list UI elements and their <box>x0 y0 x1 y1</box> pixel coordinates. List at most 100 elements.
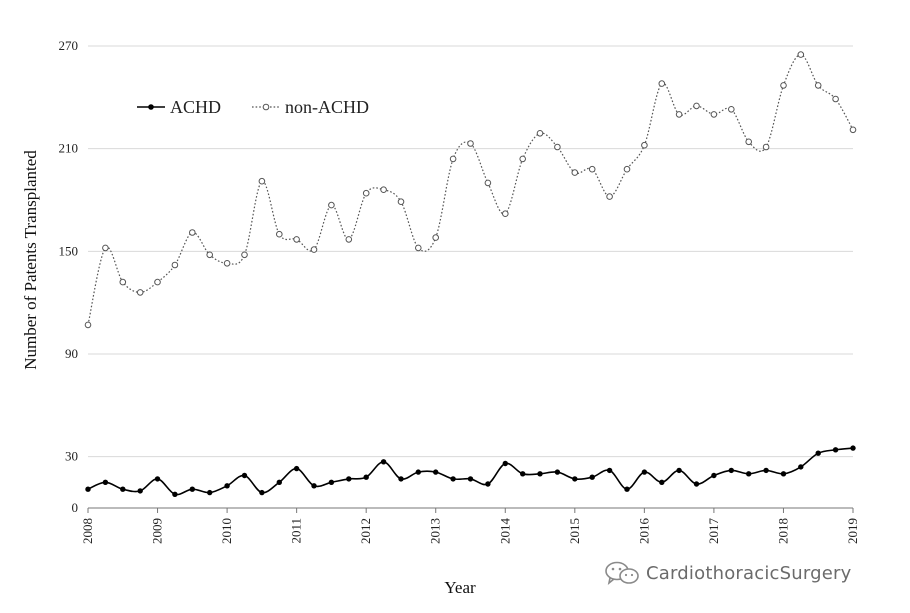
data-point-achd <box>311 483 317 489</box>
data-point-achd <box>485 481 491 487</box>
watermark-text: CardiothoracicSurgery <box>646 562 852 584</box>
data-point-achd <box>780 471 787 477</box>
data-point-non-achd <box>310 246 318 253</box>
data-point-non-achd <box>241 251 248 259</box>
data-point-achd <box>328 479 335 485</box>
data-point-non-achd <box>710 111 718 118</box>
series-group <box>84 51 857 497</box>
x-tick-label: 2009 <box>150 518 165 544</box>
y-tick-label: 90 <box>65 346 78 361</box>
x-tick-label: 2017 <box>706 518 721 545</box>
data-point-non-achd <box>154 278 161 286</box>
data-point-achd <box>798 464 804 470</box>
x-tick-label: 2014 <box>497 518 512 545</box>
legend: ACHD non-ACHD <box>137 97 369 117</box>
data-point-non-achd <box>189 229 196 236</box>
data-point-non-achd <box>658 80 666 87</box>
data-point-non-achd <box>780 82 787 89</box>
legend-non-achd-label: non-ACHD <box>285 97 369 117</box>
x-tick-label: 2019 <box>845 518 860 544</box>
data-point-achd <box>589 474 595 480</box>
wechat-icon <box>605 561 639 585</box>
data-point-achd <box>693 481 700 487</box>
data-point-non-achd <box>136 289 144 296</box>
data-point-non-achd <box>380 186 387 193</box>
data-point-non-achd <box>849 126 857 134</box>
data-point-achd <box>850 445 856 451</box>
y-tick-label: 30 <box>65 449 78 464</box>
data-point-non-achd <box>519 155 527 163</box>
data-point-non-achd <box>814 82 822 89</box>
data-point-achd <box>224 483 230 489</box>
data-point-non-achd <box>119 278 127 286</box>
data-point-non-achd <box>745 138 753 146</box>
data-point-non-achd <box>223 260 231 267</box>
data-point-achd <box>207 489 213 496</box>
data-point-non-achd <box>762 143 770 151</box>
data-point-achd <box>346 476 352 482</box>
data-point-achd <box>572 476 578 482</box>
data-point-non-achd <box>258 177 266 185</box>
data-point-non-achd <box>484 179 492 187</box>
data-point-non-achd <box>397 198 405 205</box>
data-point-achd <box>189 486 195 492</box>
data-point-non-achd <box>415 244 422 252</box>
data-point-achd <box>606 467 613 474</box>
x-tick-label: 2018 <box>775 518 790 544</box>
data-point-achd <box>137 488 143 494</box>
data-point-achd <box>659 479 665 485</box>
data-point-achd <box>537 471 543 477</box>
data-point-non-achd <box>449 155 457 163</box>
x-tick-labels: 2008 2009 2010 2011 2012 2013 2014 2015 2016 2017… <box>80 508 860 544</box>
x-tick-label: 2013 <box>428 518 443 544</box>
series-line-achd <box>87 447 854 496</box>
data-point-non-achd <box>171 261 179 269</box>
data-point-non-achd <box>84 321 92 329</box>
series-achd <box>85 445 856 497</box>
legend-non-achd-marker <box>262 103 270 111</box>
data-point-non-achd <box>502 210 509 217</box>
data-point-achd <box>746 471 752 477</box>
data-point-non-achd <box>536 130 544 137</box>
data-point-non-achd <box>102 244 109 252</box>
data-point-non-achd <box>623 165 631 173</box>
data-point-achd <box>293 465 300 472</box>
y-tick-label: 0 <box>72 500 79 515</box>
data-point-non-achd <box>345 236 353 243</box>
data-point-achd <box>172 491 178 497</box>
x-tick-label: 2010 <box>219 518 234 544</box>
data-point-non-achd <box>293 236 300 243</box>
data-point-non-achd <box>606 193 613 200</box>
data-point-achd <box>276 479 282 485</box>
data-point-non-achd <box>693 102 700 110</box>
series-line-non-achd <box>87 53 854 326</box>
data-point-achd <box>520 471 526 477</box>
series-non-achd <box>84 51 857 329</box>
data-point-achd <box>241 472 248 479</box>
data-point-achd <box>433 469 439 475</box>
data-point-achd <box>641 469 648 475</box>
data-point-achd <box>398 476 404 482</box>
y-tick-labels: 0 30 90 150 210 270 <box>59 38 79 515</box>
data-point-non-achd <box>641 141 648 149</box>
gridlines <box>88 45 853 458</box>
data-point-achd <box>728 467 734 474</box>
y-tick-label: 270 <box>59 38 79 53</box>
x-tick-label: 2015 <box>567 518 582 544</box>
data-point-non-achd <box>362 189 370 197</box>
data-point-achd <box>624 486 630 492</box>
x-tick-label: 2012 <box>358 518 373 544</box>
data-point-achd <box>763 467 769 474</box>
data-point-achd <box>832 447 839 453</box>
data-point-non-achd <box>467 140 474 147</box>
data-point-achd <box>554 469 561 475</box>
data-point-achd <box>259 489 265 496</box>
data-point-achd <box>415 469 421 475</box>
data-point-non-achd <box>276 230 283 238</box>
data-point-achd <box>102 479 109 485</box>
x-tick-label: 2008 <box>80 518 95 544</box>
x-axis-title: Year <box>444 578 476 597</box>
data-point-achd <box>711 472 717 479</box>
data-point-achd <box>380 459 387 465</box>
